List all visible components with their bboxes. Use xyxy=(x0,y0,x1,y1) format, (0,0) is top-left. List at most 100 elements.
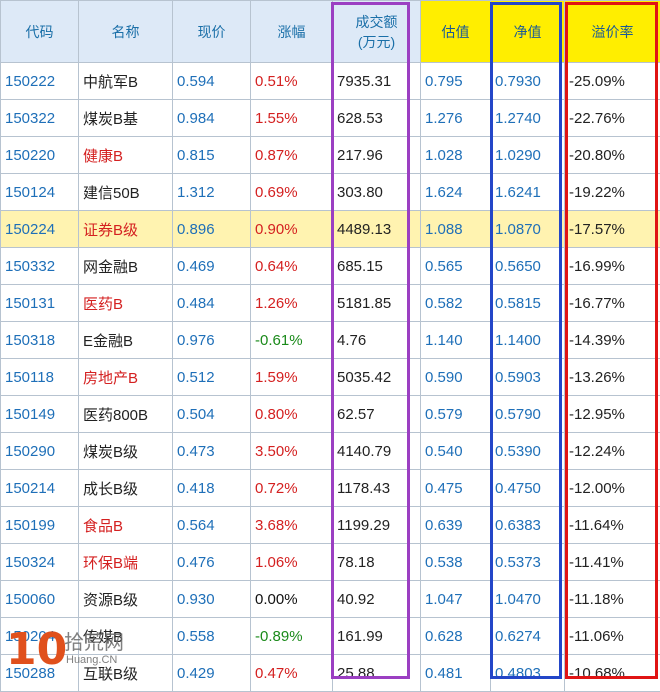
cell-estimate: 0.579 xyxy=(421,396,491,433)
cell-code[interactable]: 150060 xyxy=(1,581,79,618)
cell-code[interactable]: 150322 xyxy=(1,100,79,137)
cell-change: 0.69% xyxy=(251,174,333,211)
cell-nav: 0.7930 xyxy=(491,63,565,100)
cell-premium: -12.95% xyxy=(565,396,660,433)
cell-name[interactable]: 房地产B xyxy=(79,359,173,396)
cell-volume: 25.88 xyxy=(333,655,421,692)
cell-code[interactable]: 150332 xyxy=(1,248,79,285)
cell-name[interactable]: 煤炭B基 xyxy=(79,100,173,137)
cell-change: 0.47% xyxy=(251,655,333,692)
cell-code[interactable]: 150288 xyxy=(1,655,79,692)
cell-change: 0.00% xyxy=(251,581,333,618)
cell-price: 0.984 xyxy=(173,100,251,137)
cell-volume: 685.15 xyxy=(333,248,421,285)
cell-price: 0.815 xyxy=(173,137,251,174)
cell-premium: -11.64% xyxy=(565,507,660,544)
cell-price: 0.930 xyxy=(173,581,251,618)
column-header-price[interactable]: 现价 xyxy=(173,1,251,63)
cell-name[interactable]: 传媒B xyxy=(79,618,173,655)
cell-code[interactable]: 150204 xyxy=(1,618,79,655)
column-header-change[interactable]: 涨幅 xyxy=(251,1,333,63)
cell-nav: 1.6241 xyxy=(491,174,565,211)
column-header-premium[interactable]: 溢价率 xyxy=(565,1,660,63)
column-header-code[interactable]: 代码 xyxy=(1,1,79,63)
cell-name[interactable]: 建信50B xyxy=(79,174,173,211)
cell-code[interactable]: 150131 xyxy=(1,285,79,322)
cell-name[interactable]: 医药B xyxy=(79,285,173,322)
cell-name[interactable]: 成长B级 xyxy=(79,470,173,507)
cell-estimate: 1.140 xyxy=(421,322,491,359)
column-header-name[interactable]: 名称 xyxy=(79,1,173,63)
cell-name[interactable]: 证券B级 xyxy=(79,211,173,248)
cell-change: 0.80% xyxy=(251,396,333,433)
cell-code[interactable]: 150290 xyxy=(1,433,79,470)
cell-name[interactable]: E金融B xyxy=(79,322,173,359)
cell-nav: 0.4803 xyxy=(491,655,565,692)
cell-name[interactable]: 资源B级 xyxy=(79,581,173,618)
cell-name[interactable]: 煤炭B级 xyxy=(79,433,173,470)
cell-name[interactable]: 网金融B xyxy=(79,248,173,285)
cell-premium: -13.26% xyxy=(565,359,660,396)
cell-nav: 1.0470 xyxy=(491,581,565,618)
cell-code[interactable]: 150318 xyxy=(1,322,79,359)
cell-price: 0.558 xyxy=(173,618,251,655)
cell-code[interactable]: 150149 xyxy=(1,396,79,433)
column-header-estimate[interactable]: 估值 xyxy=(421,1,491,63)
cell-premium: -11.06% xyxy=(565,618,660,655)
cell-code[interactable]: 150118 xyxy=(1,359,79,396)
cell-estimate: 1.047 xyxy=(421,581,491,618)
cell-volume: 40.92 xyxy=(333,581,421,618)
cell-volume: 303.80 xyxy=(333,174,421,211)
cell-volume: 628.53 xyxy=(333,100,421,137)
cell-price: 0.512 xyxy=(173,359,251,396)
cell-code[interactable]: 150124 xyxy=(1,174,79,211)
cell-name[interactable]: 医药800B xyxy=(79,396,173,433)
cell-nav: 1.0870 xyxy=(491,211,565,248)
cell-premium: -10.68% xyxy=(565,655,660,692)
cell-name[interactable]: 中航军B xyxy=(79,63,173,100)
cell-volume: 1178.43 xyxy=(333,470,421,507)
cell-change: 0.51% xyxy=(251,63,333,100)
cell-name[interactable]: 互联B级 xyxy=(79,655,173,692)
cell-name[interactable]: 环保B端 xyxy=(79,544,173,581)
cell-change: 0.72% xyxy=(251,470,333,507)
cell-name[interactable]: 食品B xyxy=(79,507,173,544)
column-header-volume[interactable]: 成交额(万元) xyxy=(333,1,421,63)
cell-name[interactable]: 健康B xyxy=(79,137,173,174)
cell-change: 1.06% xyxy=(251,544,333,581)
cell-price: 0.429 xyxy=(173,655,251,692)
column-header-nav[interactable]: 净值 xyxy=(491,1,565,63)
cell-code[interactable]: 150222 xyxy=(1,63,79,100)
cell-estimate: 1.028 xyxy=(421,137,491,174)
cell-estimate: 0.565 xyxy=(421,248,491,285)
cell-code[interactable]: 150220 xyxy=(1,137,79,174)
cell-nav: 0.6274 xyxy=(491,618,565,655)
cell-code[interactable]: 150324 xyxy=(1,544,79,581)
cell-premium: -16.99% xyxy=(565,248,660,285)
cell-code[interactable]: 150214 xyxy=(1,470,79,507)
cell-change: -0.89% xyxy=(251,618,333,655)
cell-code[interactable]: 150224 xyxy=(1,211,79,248)
cell-premium: -12.24% xyxy=(565,433,660,470)
cell-price: 0.476 xyxy=(173,544,251,581)
cell-code[interactable]: 150199 xyxy=(1,507,79,544)
cell-premium: -14.39% xyxy=(565,322,660,359)
